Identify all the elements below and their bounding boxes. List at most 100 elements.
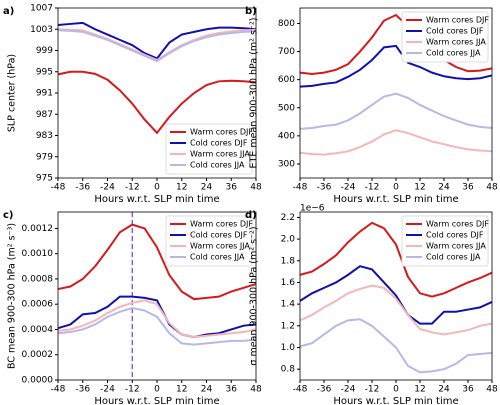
series-line <box>299 129 493 156</box>
y-tick-label: 1003 <box>30 25 53 35</box>
series-line <box>299 221 493 298</box>
y-tick-label: 0.0010 <box>22 249 54 259</box>
y-tick-label: 991 <box>36 89 53 99</box>
plot-frame <box>299 211 493 381</box>
x-tick-label: 12 <box>176 183 187 193</box>
x-tick-label: -12 <box>125 385 140 395</box>
x-tick-label: -48 <box>51 183 66 193</box>
y-tick-label: 0.0008 <box>22 274 54 284</box>
y-tick-label: 0.8 <box>281 365 296 375</box>
series-line <box>299 13 493 76</box>
panel-label: b) <box>245 6 257 17</box>
x-tick-label: 24 <box>201 183 213 193</box>
x-tick-label: 12 <box>414 385 425 395</box>
x-tick-label: 0 <box>154 183 160 193</box>
plot-frame <box>57 211 257 381</box>
legend-label: Cold cores DJF <box>190 139 248 148</box>
y-tick-label: 400 <box>278 131 295 141</box>
y-tick-label: 1.6 <box>281 278 296 288</box>
series-line <box>57 21 257 60</box>
legend-label: Cold cores JJA <box>426 49 481 58</box>
y-tick-label: 975 <box>36 174 53 184</box>
series-line <box>299 265 493 325</box>
y-tick-label: 800 <box>278 19 295 29</box>
x-axis-label: Hours w.r.t. SLP min time <box>333 396 458 405</box>
y-axis-label: σ mean 900-300 hPa (m² s⁻²) <box>249 226 260 365</box>
x-tick-label: -36 <box>75 183 90 193</box>
series-line <box>299 92 493 130</box>
y-tick-label: 1.2 <box>281 321 295 331</box>
y-tick-label: 600 <box>278 75 295 85</box>
legend-box <box>401 215 489 267</box>
legend-label: Warm cores DJF <box>426 220 489 229</box>
plot-frame <box>57 7 257 179</box>
y-tick-label: 1007 <box>30 4 53 14</box>
x-tick-label: 24 <box>438 385 450 395</box>
series-line <box>57 29 257 63</box>
y-tick-label: 500 <box>278 103 295 113</box>
legend-box <box>401 11 489 63</box>
x-tick-label: -48 <box>293 183 308 193</box>
panel-label: d) <box>245 210 257 221</box>
panel-label: a) <box>3 6 14 17</box>
x-tick-label: -12 <box>125 183 140 193</box>
series-line <box>57 223 257 301</box>
x-tick-label: -24 <box>341 385 356 395</box>
y-tick-label: 2.0 <box>281 235 296 245</box>
x-tick-label: 24 <box>201 385 213 395</box>
x-tick-label: -24 <box>100 385 115 395</box>
y-tick-label: 1.0 <box>281 343 296 353</box>
x-tick-label: -36 <box>317 183 332 193</box>
x-tick-label: -36 <box>317 385 332 395</box>
y-tick-label: 0.0006 <box>22 300 54 310</box>
y-tick-label: 983 <box>36 131 53 141</box>
y-axis-label: SLP center (hPa) <box>7 54 18 132</box>
legend-label: Cold cores DJF <box>190 231 248 240</box>
x-tick-label: 12 <box>414 183 425 193</box>
series-line <box>299 284 493 336</box>
y-tick-label: 1.8 <box>281 256 296 266</box>
legend-label: Warm cores DJF <box>190 128 253 137</box>
series-line <box>57 306 257 346</box>
legend-label: Cold cores JJA <box>426 253 481 262</box>
series-line <box>57 299 257 339</box>
x-tick-label: -12 <box>365 385 380 395</box>
y-axis-label: ETE mean 900-300 hPa (m² s⁻²) <box>249 18 260 169</box>
x-tick-label: -48 <box>51 385 66 395</box>
y-tick-label: 995 <box>36 67 53 77</box>
y-axis-label: BC mean 900-300 hPa (m² s⁻³) <box>7 223 18 369</box>
x-tick-label: 36 <box>462 385 474 395</box>
panel-label: c) <box>3 210 14 221</box>
x-tick-label: 36 <box>226 385 238 395</box>
legend-box <box>165 123 253 175</box>
x-axis-label: Hours w.r.t. SLP min time <box>94 396 219 405</box>
series-line <box>57 70 257 135</box>
plot-frame <box>299 7 493 179</box>
x-tick-label: 48 <box>250 385 262 395</box>
y-tick-label: 0.0002 <box>22 350 54 360</box>
y-tick-label: 700 <box>278 47 295 57</box>
offset-text: 1e−6 <box>300 204 325 214</box>
legend-label: Cold cores JJA <box>190 253 245 262</box>
x-tick-label: 0 <box>393 183 399 193</box>
y-tick-label: 2.2 <box>281 213 295 223</box>
legend-label: Warm cores DJF <box>190 220 253 229</box>
y-tick-label: 979 <box>36 152 53 162</box>
x-tick-label: 0 <box>393 385 399 395</box>
legend-label: Cold cores DJF <box>426 27 484 36</box>
x-tick-label: 48 <box>250 183 262 193</box>
x-tick-label: 24 <box>438 183 450 193</box>
x-tick-label: -24 <box>100 183 115 193</box>
y-tick-label: 999 <box>36 46 53 56</box>
series-line <box>57 295 257 339</box>
x-tick-label: -36 <box>75 385 90 395</box>
y-tick-label: 1.4 <box>281 300 296 310</box>
x-tick-label: 48 <box>486 385 498 395</box>
legend-box <box>165 215 253 267</box>
y-tick-label: 0.0012 <box>22 224 54 234</box>
x-tick-label: -48 <box>293 385 308 395</box>
x-tick-label: -24 <box>341 183 356 193</box>
series-line <box>299 318 493 374</box>
y-tick-label: 0.0004 <box>22 325 54 335</box>
